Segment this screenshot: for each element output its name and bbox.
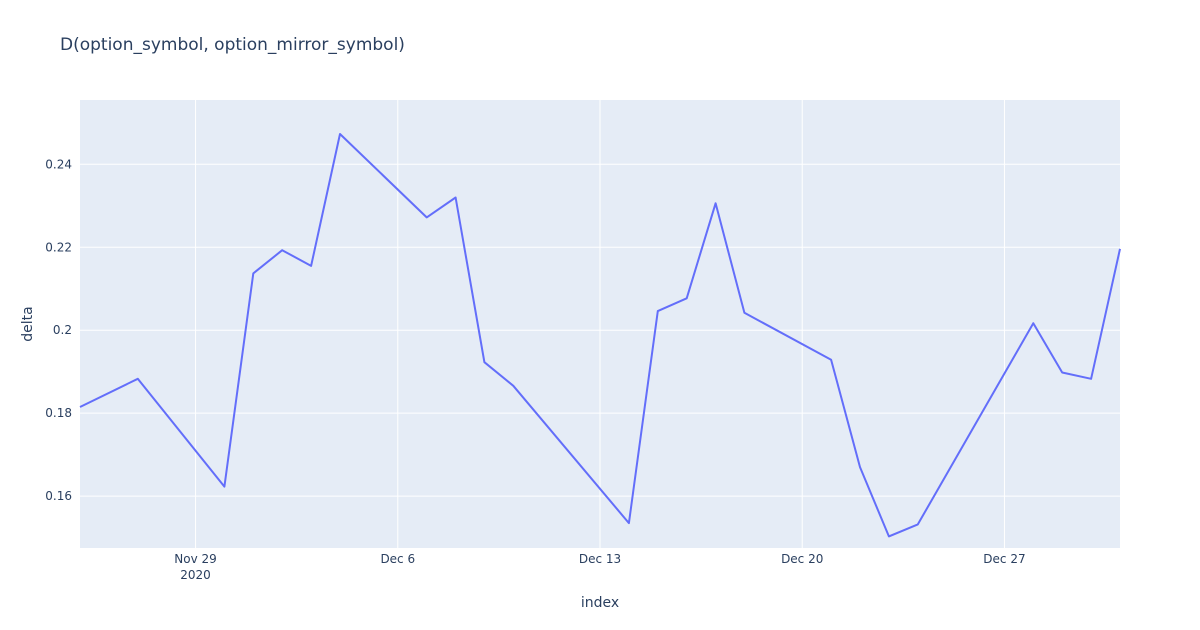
y-tick-label: 0.24 [45, 157, 72, 171]
x-axis-title: index [581, 595, 619, 611]
chart-title: D(option_symbol, option_mirror_symbol) [60, 35, 405, 55]
y-tick-label: 0.18 [45, 406, 72, 420]
x-axis-ticks: Nov 29 2020 Dec 6 Dec 13 Dec 20 Dec 27 [174, 552, 1025, 582]
y-axis-title: delta [20, 306, 36, 341]
y-tick-label: 0.2 [53, 323, 72, 337]
y-tick-label: 0.22 [45, 240, 72, 254]
y-axis-ticks: 0.16 0.18 0.2 0.22 0.24 [45, 157, 72, 503]
x-tick-label: Dec 13 [579, 552, 621, 566]
x-tick-sublabel: 2020 [180, 568, 211, 582]
x-tick-label: Dec 20 [781, 552, 823, 566]
x-tick-label: Dec 27 [983, 552, 1025, 566]
x-tick-label: Nov 29 [174, 552, 217, 566]
series-line-group [79, 133, 1121, 538]
y-tick-label: 0.16 [45, 489, 72, 503]
series-line [79, 133, 1121, 538]
gridlines [80, 100, 1120, 548]
x-tick-label: Dec 6 [380, 552, 415, 566]
